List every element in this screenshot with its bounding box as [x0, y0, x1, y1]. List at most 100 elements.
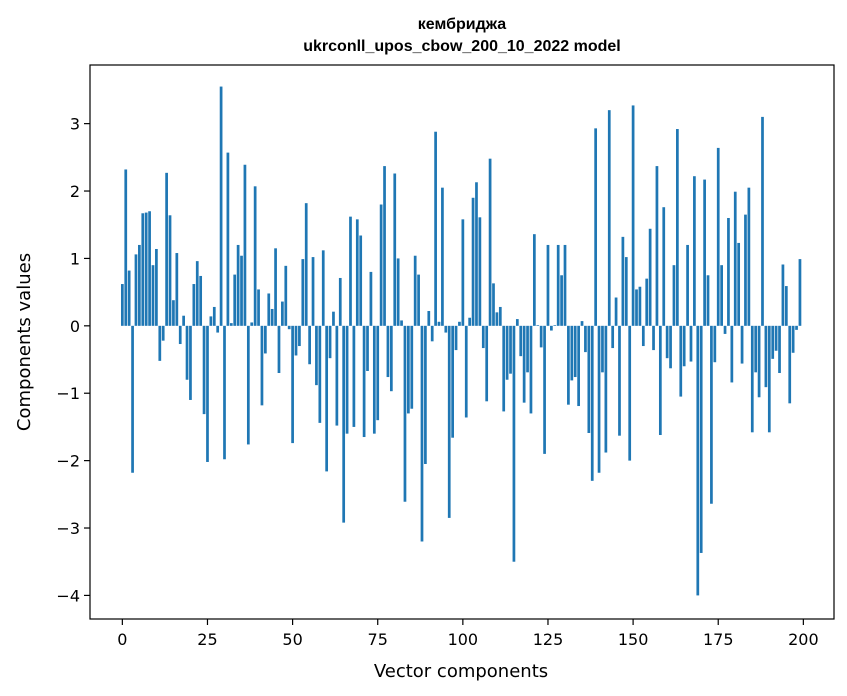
bar: [369, 271, 373, 326]
bar: [512, 325, 516, 562]
bar: [784, 286, 788, 326]
bar: [767, 325, 771, 433]
bar: [243, 164, 247, 326]
y-tick-label: 2: [70, 182, 80, 201]
bar: [495, 312, 499, 326]
bar: [478, 217, 482, 326]
bar: [124, 169, 128, 326]
bar: [710, 325, 713, 504]
bar: [761, 116, 764, 326]
bar: [407, 325, 410, 414]
bar: [270, 308, 274, 326]
bar: [706, 275, 710, 326]
bar: [648, 228, 652, 326]
bar: [355, 219, 359, 326]
bar: [676, 129, 679, 326]
y-axis-label: Components values: [14, 253, 35, 431]
bar: [461, 219, 465, 326]
bar: [120, 284, 124, 326]
y-tick-label: 0: [70, 317, 80, 336]
bar: [754, 325, 758, 373]
bar: [621, 236, 625, 326]
bar: [308, 325, 311, 365]
bar: [730, 325, 734, 383]
bar: [658, 325, 662, 436]
bar: [672, 265, 676, 326]
bar: [189, 325, 192, 400]
bar: [134, 254, 138, 326]
bars-group: [120, 86, 802, 596]
bar: [359, 235, 363, 326]
bar: [570, 325, 574, 381]
bar: [195, 261, 199, 326]
bar: [332, 311, 335, 326]
bar: [172, 300, 175, 326]
bar: [492, 283, 495, 326]
bar: [539, 325, 543, 348]
bar: [372, 325, 376, 434]
bar: [771, 325, 775, 359]
bar: [352, 325, 356, 427]
bar: [577, 325, 580, 407]
bar: [590, 325, 594, 481]
bar: [645, 278, 649, 326]
bar: [713, 325, 717, 363]
bar: [260, 325, 264, 406]
bar: [315, 325, 318, 386]
bar: [587, 325, 591, 433]
bar: [226, 152, 230, 326]
bar: [311, 257, 315, 326]
bar: [458, 321, 461, 326]
bar: [267, 293, 271, 326]
bar: [410, 325, 414, 409]
bar: [611, 325, 615, 349]
bar: [778, 325, 781, 374]
bar: [417, 274, 420, 326]
bar: [335, 325, 339, 426]
bar: [253, 186, 257, 326]
bar: [764, 325, 768, 388]
bar: [263, 325, 267, 354]
bar: [434, 131, 437, 326]
bar: [138, 244, 141, 326]
bar: [441, 187, 444, 326]
bar: [662, 207, 666, 326]
bar: [502, 325, 506, 412]
bar: [393, 173, 397, 326]
bar: [376, 325, 380, 421]
bar: [437, 321, 441, 326]
bar: [321, 250, 325, 326]
bar: [519, 325, 523, 357]
bar: [427, 310, 431, 326]
x-tick-label: 200: [788, 630, 819, 649]
bar: [553, 325, 557, 326]
bar: [505, 325, 509, 380]
bar: [161, 325, 165, 341]
bar: [720, 265, 723, 326]
bar: [624, 257, 628, 326]
bar: [529, 325, 533, 414]
bar: [396, 258, 400, 326]
y-axis-ticks: −4 −3 −2 −1 0 1 2 3: [56, 115, 90, 605]
bar: [567, 325, 570, 405]
bar: [788, 325, 792, 404]
bar: [141, 213, 145, 326]
bar: [723, 325, 727, 334]
y-tick-label: −1: [56, 384, 80, 403]
bar: [597, 325, 601, 473]
bar: [216, 325, 220, 333]
bar: [338, 277, 342, 326]
bar: [757, 325, 761, 398]
x-tick-label: 100: [448, 630, 479, 649]
bar: [240, 255, 243, 326]
bar: [127, 270, 131, 326]
x-tick-label: 50: [282, 630, 302, 649]
bar: [199, 275, 203, 326]
bar: [386, 325, 390, 378]
bar: [155, 248, 158, 326]
bar: [281, 301, 284, 326]
bar: [182, 315, 186, 326]
bar: [454, 325, 458, 351]
bar: [168, 215, 172, 326]
bar: [638, 286, 642, 326]
